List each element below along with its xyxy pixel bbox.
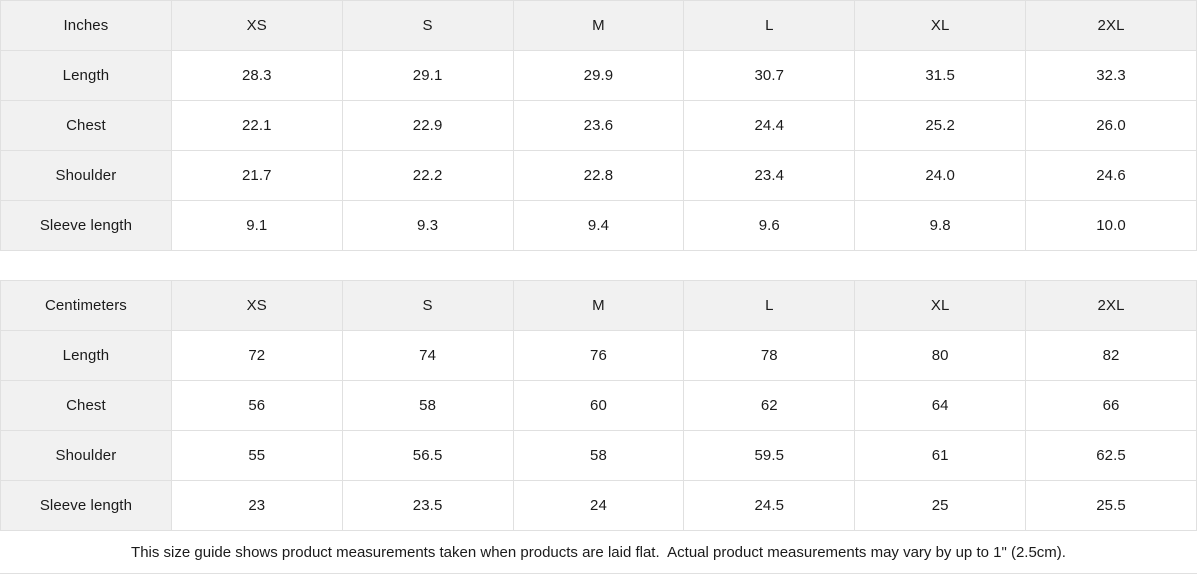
inches-header-m: M — [512, 0, 685, 51]
table-row: Sleeve length 9.1 9.3 9.4 9.6 9.8 10.0 — [0, 200, 1197, 251]
value-cell: 72 — [170, 330, 343, 381]
inches-header-xl: XL — [854, 0, 1027, 51]
inches-header-xs: XS — [170, 0, 343, 51]
value-cell: 58 — [341, 380, 514, 431]
value-cell: 23 — [170, 480, 343, 531]
value-cell: 22.1 — [170, 100, 343, 151]
value-cell: 82 — [1025, 330, 1197, 381]
value-cell: 9.1 — [170, 200, 343, 251]
centimeters-header-2xl: 2XL — [1025, 280, 1197, 331]
size-guide-footnote: This size guide shows product measuremen… — [0, 531, 1197, 574]
value-cell: 23.4 — [683, 150, 856, 201]
value-cell: 24.6 — [1025, 150, 1197, 201]
row-label-cell: Chest — [0, 380, 172, 431]
value-cell: 29.9 — [512, 50, 685, 101]
row-label-cell: Shoulder — [0, 430, 172, 481]
value-cell: 26.0 — [1025, 100, 1197, 151]
row-label-cell: Sleeve length — [0, 200, 172, 251]
value-cell: 74 — [341, 330, 514, 381]
value-cell: 23.6 — [512, 100, 685, 151]
table-row: Length 28.3 29.1 29.9 30.7 31.5 32.3 — [0, 50, 1197, 101]
row-label-cell: Length — [0, 50, 172, 101]
table-row: Chest 22.1 22.9 23.6 24.4 25.2 26.0 — [0, 100, 1197, 151]
centimeters-table: Centimeters XS S M L XL 2XL Length 72 74… — [0, 280, 1197, 531]
value-cell: 24.4 — [683, 100, 856, 151]
row-label-cell: Sleeve length — [0, 480, 172, 531]
value-cell: 9.4 — [512, 200, 685, 251]
value-cell: 24.0 — [854, 150, 1027, 201]
row-label-cell: Chest — [0, 100, 172, 151]
value-cell: 60 — [512, 380, 685, 431]
value-cell: 22.9 — [341, 100, 514, 151]
value-cell: 59.5 — [683, 430, 856, 481]
inches-header-l: L — [683, 0, 856, 51]
table-row: Shoulder 21.7 22.2 22.8 23.4 24.0 24.6 — [0, 150, 1197, 201]
centimeters-header-xs: XS — [170, 280, 343, 331]
centimeters-header-s: S — [341, 280, 514, 331]
value-cell: 58 — [512, 430, 685, 481]
value-cell: 9.6 — [683, 200, 856, 251]
value-cell: 25.2 — [854, 100, 1027, 151]
inches-table: Inches XS S M L XL 2XL Length 28.3 29.1 … — [0, 0, 1197, 251]
inches-header-row: Inches XS S M L XL 2XL — [0, 0, 1197, 51]
table-row: Chest 56 58 60 62 64 66 — [0, 380, 1197, 431]
value-cell: 10.0 — [1025, 200, 1197, 251]
section-spacer — [0, 251, 1197, 280]
value-cell: 24 — [512, 480, 685, 531]
table-row: Sleeve length 23 23.5 24 24.5 25 25.5 — [0, 480, 1197, 531]
value-cell: 25.5 — [1025, 480, 1197, 531]
value-cell: 21.7 — [170, 150, 343, 201]
value-cell: 56.5 — [341, 430, 514, 481]
value-cell: 32.3 — [1025, 50, 1197, 101]
centimeters-header-l: L — [683, 280, 856, 331]
value-cell: 55 — [170, 430, 343, 481]
value-cell: 56 — [170, 380, 343, 431]
value-cell: 9.8 — [854, 200, 1027, 251]
inches-unit-header-cell: Inches — [0, 0, 172, 51]
value-cell: 24.5 — [683, 480, 856, 531]
value-cell: 61 — [854, 430, 1027, 481]
row-label-cell: Shoulder — [0, 150, 172, 201]
value-cell: 31.5 — [854, 50, 1027, 101]
value-cell: 22.2 — [341, 150, 514, 201]
value-cell: 78 — [683, 330, 856, 381]
value-cell: 22.8 — [512, 150, 685, 201]
value-cell: 62.5 — [1025, 430, 1197, 481]
centimeters-header-m: M — [512, 280, 685, 331]
table-row: Length 72 74 76 78 80 82 — [0, 330, 1197, 381]
inches-header-2xl: 2XL — [1025, 0, 1197, 51]
value-cell: 28.3 — [170, 50, 343, 101]
value-cell: 66 — [1025, 380, 1197, 431]
value-cell: 23.5 — [341, 480, 514, 531]
value-cell: 9.3 — [341, 200, 514, 251]
value-cell: 29.1 — [341, 50, 514, 101]
centimeters-header-xl: XL — [854, 280, 1027, 331]
value-cell: 25 — [854, 480, 1027, 531]
value-cell: 76 — [512, 330, 685, 381]
centimeters-unit-header-cell: Centimeters — [0, 280, 172, 331]
row-label-cell: Length — [0, 330, 172, 381]
table-row: Shoulder 55 56.5 58 59.5 61 62.5 — [0, 430, 1197, 481]
value-cell: 80 — [854, 330, 1027, 381]
value-cell: 30.7 — [683, 50, 856, 101]
value-cell: 62 — [683, 380, 856, 431]
value-cell: 64 — [854, 380, 1027, 431]
centimeters-header-row: Centimeters XS S M L XL 2XL — [0, 280, 1197, 331]
inches-header-s: S — [341, 0, 514, 51]
